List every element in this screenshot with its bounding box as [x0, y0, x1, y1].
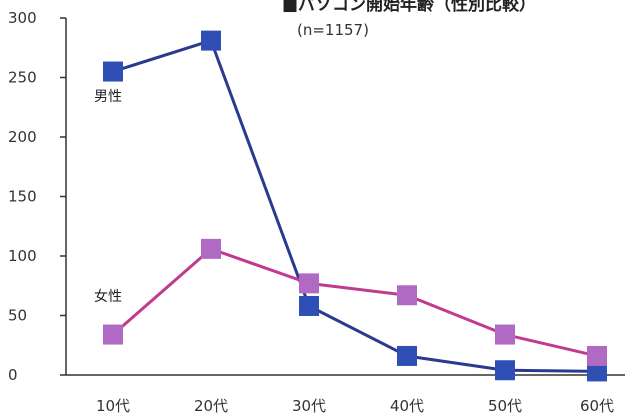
- x-tick-label: 60代: [580, 397, 614, 414]
- series-label: 女性: [94, 288, 122, 305]
- chart-subtitle: (n=1157): [297, 21, 369, 39]
- y-axis-ticks: 0 50 100 150 200 250 300: [8, 9, 66, 384]
- axes: [65, 18, 625, 376]
- series-label: 男性: [94, 89, 122, 105]
- series-line: [112, 39, 598, 373]
- x-tick-label: 20代: [194, 397, 228, 414]
- data-point-marker: [587, 361, 607, 382]
- data-point-marker: [103, 324, 123, 345]
- series-line: [112, 247, 598, 358]
- x-axis-ticks: 10代 20代 30代 40代 50代 60代: [96, 397, 614, 414]
- y-tick-label: 250: [8, 69, 37, 87]
- y-tick-label: 150: [8, 188, 37, 206]
- y-tick-label: 0: [8, 366, 18, 384]
- data-point-marker: [495, 360, 515, 381]
- y-tick-label: 50: [8, 307, 27, 325]
- x-tick-label: 50代: [488, 397, 522, 414]
- y-tick-label: 200: [8, 128, 37, 146]
- data-point-marker: [299, 295, 319, 316]
- x-tick-label: 30代: [292, 397, 326, 414]
- data-point-marker: [587, 345, 607, 366]
- data-point-marker: [397, 285, 417, 306]
- chart-title: ■パソコン開始年齢（性別比較）: [282, 0, 536, 15]
- y-tick-label: 100: [8, 247, 37, 265]
- y-tick-label: 300: [8, 9, 37, 27]
- data-point-marker: [103, 61, 123, 82]
- x-tick-label: 10代: [96, 397, 130, 414]
- data-point-marker: [201, 30, 221, 51]
- data-point-marker: [299, 273, 319, 294]
- data-point-marker: [397, 345, 417, 366]
- data-point-marker: [495, 324, 515, 345]
- x-tick-label: 40代: [390, 397, 424, 414]
- data-point-marker: [201, 238, 221, 259]
